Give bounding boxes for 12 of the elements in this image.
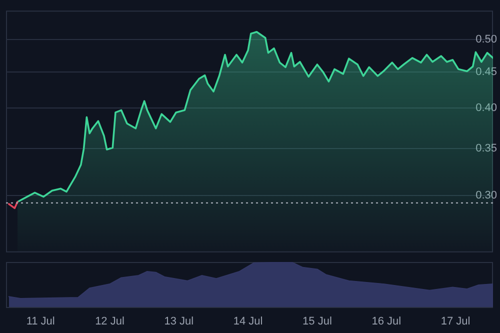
- y-tick-label: 0.50: [476, 34, 497, 46]
- x-tick-label: 11 Jul: [26, 316, 55, 328]
- x-tick-label: 14 Jul: [233, 316, 263, 328]
- y-tick-label: 0.40: [476, 102, 497, 114]
- y-tick-label: 0.30: [476, 190, 497, 202]
- y-tick-label: 0.35: [476, 142, 497, 155]
- x-tick-label: 16 Jul: [372, 316, 402, 328]
- x-tick-label: 15 Jul: [302, 316, 332, 328]
- x-tick-label: 13 Jul: [164, 316, 194, 328]
- x-tick-label: 17 Jul: [440, 316, 470, 328]
- y-tick-label: 0.45: [476, 66, 497, 78]
- x-tick-label: 12 Jul: [95, 316, 124, 328]
